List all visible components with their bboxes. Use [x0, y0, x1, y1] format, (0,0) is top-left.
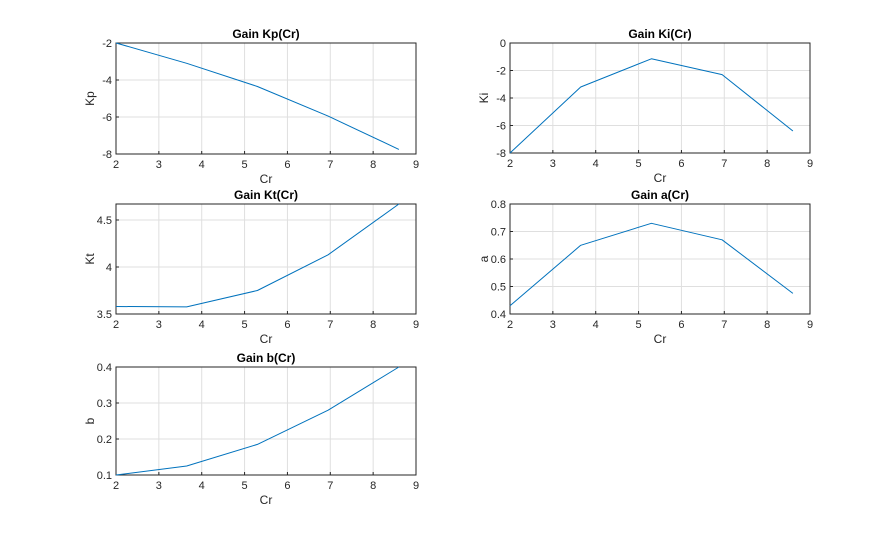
x-axis-label: Cr [654, 171, 667, 185]
x-tick-label: 8 [764, 158, 770, 170]
y-tick-label: 0 [500, 38, 506, 50]
axes-frame [115, 366, 417, 476]
x-tick-label: 4 [593, 158, 599, 170]
series-line [115, 42, 400, 150]
x-tick-label: 9 [807, 319, 813, 331]
x-tick-label: 6 [678, 158, 684, 170]
x-tick-label: 8 [764, 319, 770, 331]
x-tick-label: 2 [507, 319, 513, 331]
y-axis-label: a [477, 255, 491, 262]
axes-frame [115, 203, 417, 315]
y-tick-label: 0.3 [97, 398, 112, 410]
series-line [509, 222, 794, 307]
x-tick-label: 3 [156, 159, 162, 171]
x-tick-label: 5 [242, 480, 248, 492]
chart-title: Gain a(Cr) [631, 188, 689, 202]
y-tick-label: 3.5 [97, 309, 112, 321]
y-tick-label: -2 [102, 38, 112, 50]
x-tick-label: 3 [550, 158, 556, 170]
x-tick-label: 5 [242, 319, 248, 331]
axes-background [115, 42, 417, 155]
y-tick-label: -4 [102, 75, 112, 87]
x-axis-label: Cr [654, 332, 667, 346]
x-tick-label: 6 [284, 480, 290, 492]
series-line [115, 203, 400, 308]
x-tick-label: 8 [370, 480, 376, 492]
x-tick-label: 8 [370, 319, 376, 331]
subplot-a: Gain a(Cr) Cr a 2 3 4 5 6 7 8 9 0.4 0.5 0.6 0.7 0.8 [477, 188, 813, 346]
y-axis-label: Ki [477, 93, 491, 104]
y-axis-label: Kt [83, 253, 97, 265]
x-tick-label: 7 [327, 480, 333, 492]
axes-background [115, 203, 417, 315]
x-tick-label: 9 [807, 158, 813, 170]
x-tick-label: 8 [370, 159, 376, 171]
x-tick-label: 4 [593, 319, 599, 331]
y-tick-label: 0.8 [491, 199, 506, 211]
x-axis-label: Cr [260, 493, 273, 507]
chart-title: Gain b(Cr) [237, 351, 296, 365]
x-tick-label: 9 [413, 480, 419, 492]
x-tick-label: 7 [327, 159, 333, 171]
x-tick-label: 2 [113, 319, 119, 331]
x-tick-label: 7 [721, 158, 727, 170]
subplot-kp: Gain Kp(Cr) Cr Kp 2 3 4 5 6 7 8 9 -8 -6 -4 -2 [83, 27, 419, 186]
y-tick-label: -6 [102, 112, 112, 124]
x-axis-label: Cr [260, 172, 273, 186]
y-axis-label: Kp [83, 91, 97, 106]
y-tick-label: 0.1 [97, 470, 112, 482]
x-tick-label: 6 [678, 319, 684, 331]
x-tick-label: 6 [284, 159, 290, 171]
x-tick-label: 2 [113, 159, 119, 171]
x-tick-label: 5 [636, 319, 642, 331]
y-tick-label: -2 [496, 66, 506, 78]
x-tick-label: 4 [199, 319, 205, 331]
subplot-kt: Gain Kt(Cr) Cr Kt 2 3 4 5 6 7 8 9 3.5 4 4.5 [83, 188, 419, 346]
x-axis-label: Cr [260, 332, 273, 346]
y-tick-label: -4 [496, 93, 506, 105]
x-tick-label: 4 [199, 480, 205, 492]
x-tick-label: 3 [550, 319, 556, 331]
y-tick-label: 4 [106, 262, 112, 274]
x-tick-label: 5 [242, 159, 248, 171]
chart-title: Gain Kp(Cr) [232, 27, 299, 41]
y-tick-label: 0.6 [491, 254, 506, 266]
series-line [509, 58, 794, 154]
x-tick-label: 7 [327, 319, 333, 331]
x-tick-label: 3 [156, 319, 162, 331]
x-tick-label: 5 [636, 158, 642, 170]
x-tick-label: 9 [413, 159, 419, 171]
x-tick-label: 2 [507, 158, 513, 170]
y-tick-label: -8 [496, 148, 506, 160]
subplot-b: Gain b(Cr) Cr b 2 3 4 5 6 7 8 9 0.1 0.2 0.3 0.4 [83, 351, 419, 507]
series-line [115, 366, 400, 476]
x-tick-label: 2 [113, 480, 119, 492]
axes-frame [115, 42, 417, 155]
x-tick-label: 9 [413, 319, 419, 331]
x-tick-label: 7 [721, 319, 727, 331]
chart-title: Gain Ki(Cr) [628, 27, 691, 41]
subplot-ki: Gain Ki(Cr) Cr Ki 2 3 4 5 6 7 8 9 -8 -6 -4 -2 0 [477, 27, 813, 185]
chart-title: Gain Kt(Cr) [234, 188, 298, 202]
y-tick-label: 0.5 [491, 282, 506, 294]
x-tick-label: 3 [156, 480, 162, 492]
y-tick-label: -6 [496, 121, 506, 133]
x-tick-label: 4 [199, 159, 205, 171]
x-tick-label: 6 [284, 319, 290, 331]
y-tick-label: 0.7 [491, 227, 506, 239]
axes-background [115, 366, 417, 476]
y-tick-label: -8 [102, 149, 112, 161]
y-tick-label: 0.4 [491, 309, 506, 321]
y-tick-label: 4.5 [97, 215, 112, 227]
y-tick-label: 0.2 [97, 434, 112, 446]
y-tick-label: 0.4 [97, 362, 112, 374]
y-axis-label: b [83, 417, 97, 424]
